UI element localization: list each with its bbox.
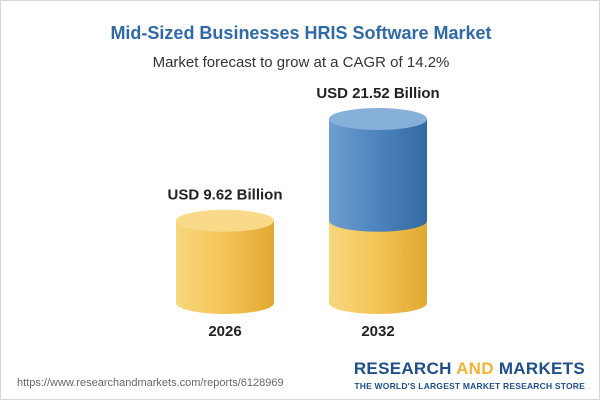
chart-title: Mid-Sized Businesses HRIS Software Marke…: [110, 23, 492, 43]
bar-2026: [176, 209, 274, 314]
brand-tagline: THE WORLD'S LARGEST MARKET RESEARCH STOR…: [354, 381, 585, 391]
brand-word-markets: MARKETS: [498, 359, 585, 378]
bar-2032-growth: [329, 108, 427, 232]
brand-word-and: AND: [456, 359, 494, 378]
brand-logo: RESEARCH AND MARKETS THE WORLD'S LARGEST…: [354, 359, 585, 391]
chart-subtitle: Market forecast to grow at a CAGR of 14.…: [152, 54, 450, 71]
source-url[interactable]: https://www.researchandmarkets.com/repor…: [17, 377, 284, 389]
category-label-2026: 2026: [208, 323, 241, 340]
category-label-2032: 2032: [361, 323, 394, 340]
value-label-2032: USD 21.52 Billion: [316, 85, 439, 102]
brand-word-research: RESEARCH: [353, 359, 452, 378]
value-label-2026: USD 9.62 Billion: [167, 187, 282, 204]
